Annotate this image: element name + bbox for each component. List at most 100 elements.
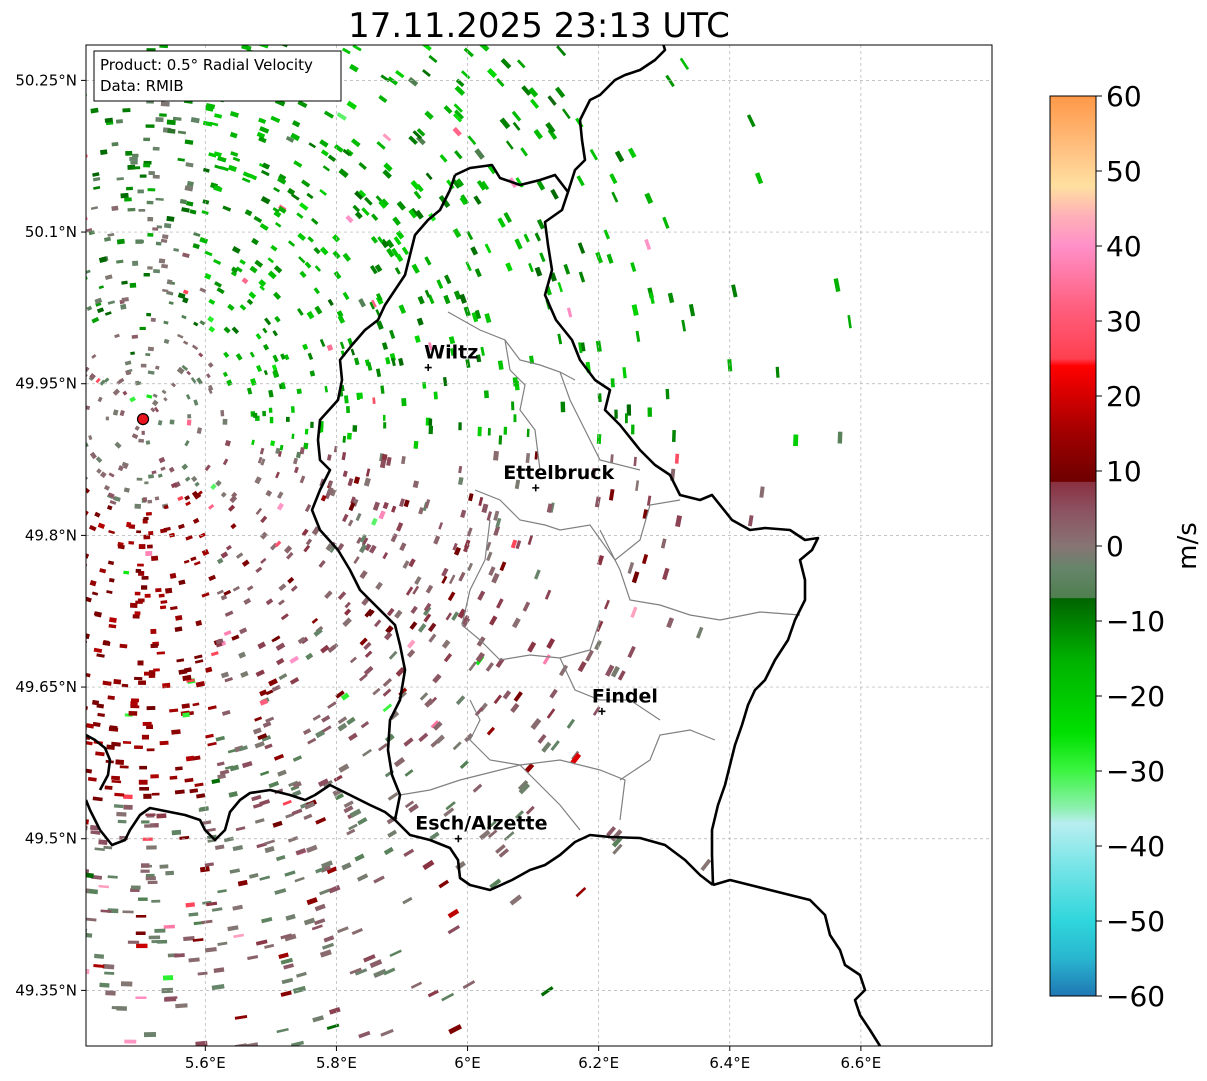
radar-echo-bin bbox=[215, 480, 222, 487]
radar-echo-bin bbox=[159, 605, 167, 610]
radar-echo-bin bbox=[314, 265, 322, 272]
radar-echo-bin bbox=[207, 705, 217, 711]
radar-echo-bin bbox=[356, 873, 369, 882]
radar-echo-bin bbox=[375, 368, 382, 378]
radar-echo-bin bbox=[253, 1045, 267, 1046]
radar-echo-bin bbox=[303, 813, 313, 821]
radar-echo-bin bbox=[122, 390, 128, 396]
radar-echo-bin bbox=[537, 733, 547, 744]
radar-echo-bin bbox=[383, 162, 393, 172]
radar-echo-bin bbox=[137, 189, 144, 194]
radar-echo-bin bbox=[111, 779, 122, 784]
radar-echo-bin bbox=[580, 342, 586, 352]
radar-echo-bin bbox=[318, 559, 326, 568]
radar-echo-bin bbox=[754, 172, 764, 185]
radar-echo-bin bbox=[91, 591, 99, 596]
radar-echo-bin bbox=[428, 418, 433, 426]
radar-echo-bin bbox=[89, 824, 99, 831]
radar-echo-bin bbox=[100, 149, 108, 155]
radar-echo-bin bbox=[430, 720, 439, 729]
radar-echo-bin bbox=[617, 670, 626, 681]
radar-echo-bin bbox=[493, 694, 502, 705]
radar-echo-bin bbox=[177, 292, 186, 299]
radar-echo-bin bbox=[381, 342, 389, 350]
radar-echo-bin bbox=[189, 209, 197, 215]
radar-echo-bin bbox=[474, 268, 482, 278]
radar-echo-bin bbox=[403, 848, 415, 857]
radar-echo-bin bbox=[534, 451, 539, 460]
radar-echo-bin bbox=[346, 716, 356, 726]
radar-echo-bin bbox=[355, 512, 362, 522]
radar-echo-bin bbox=[182, 252, 190, 259]
radar-echo-bin bbox=[495, 657, 505, 669]
radar-echo-bin bbox=[137, 563, 144, 567]
radar-echo-bin bbox=[239, 259, 246, 265]
radar-echo-bin bbox=[589, 148, 599, 161]
radar-echo-bin bbox=[576, 175, 585, 187]
radar-echo-bin bbox=[358, 189, 367, 198]
radar-echo-bin bbox=[273, 265, 283, 274]
radar-echo-bin bbox=[143, 137, 151, 142]
radar-echo-bin bbox=[181, 207, 190, 213]
radar-echo-bin bbox=[317, 778, 329, 788]
radar-echo-bin bbox=[272, 330, 278, 337]
radar-echo-bin bbox=[105, 416, 109, 421]
radar-echo-bin bbox=[216, 642, 223, 648]
radar-echo-bin bbox=[171, 729, 181, 735]
radar-echo-bin bbox=[287, 240, 296, 247]
radar-echo-bin bbox=[131, 334, 139, 339]
radar-echo-bin bbox=[130, 160, 138, 165]
radar-echo-bin bbox=[206, 901, 218, 907]
radar-echo-bin bbox=[143, 534, 151, 540]
radar-echo-bin bbox=[230, 151, 239, 157]
radar-echo-bin bbox=[536, 218, 545, 230]
radar-echo-bin bbox=[369, 265, 378, 275]
radar-echo-bin bbox=[297, 232, 306, 241]
radar-echo-bin bbox=[121, 297, 129, 302]
radar-echo-bin bbox=[472, 783, 483, 793]
radar-echo-bin bbox=[463, 47, 474, 58]
radar-echo-bin bbox=[133, 37, 143, 42]
radar-echo-bin bbox=[163, 320, 169, 325]
radar-echo-bin bbox=[382, 501, 389, 510]
radar-echo-bin bbox=[208, 325, 216, 333]
radar-echo-bin bbox=[102, 963, 115, 970]
radar-echo-bin bbox=[177, 157, 185, 162]
radar-echo-bin bbox=[297, 100, 308, 109]
radar-echo-bin bbox=[273, 210, 282, 218]
radar-echo-bin bbox=[498, 848, 510, 858]
radar-echo-bin bbox=[649, 292, 655, 305]
radar-echo-bin bbox=[232, 156, 241, 162]
radar-echo-bin bbox=[378, 199, 388, 209]
radar-echo-bin bbox=[235, 266, 243, 273]
radar-echo-bin bbox=[68, 762, 76, 768]
radar-echo-bin bbox=[129, 396, 136, 403]
radar-echo-bin bbox=[505, 140, 514, 150]
radar-echo-bin bbox=[66, 303, 74, 310]
radar-echo-bin bbox=[287, 576, 295, 584]
radar-echo-bin bbox=[448, 1024, 462, 1035]
radar-echo-bin bbox=[272, 370, 280, 379]
radar-echo-bin bbox=[66, 102, 74, 107]
radar-echo-bin bbox=[258, 136, 267, 144]
radar-echo-bin bbox=[122, 740, 132, 745]
radar-echo-bin bbox=[424, 289, 431, 298]
radar-echo-bin bbox=[445, 612, 453, 621]
radar-echo-bin bbox=[427, 622, 437, 633]
radar-echo-bin bbox=[260, 195, 271, 205]
border-belgium-germany-north bbox=[578, 45, 667, 121]
radar-echo-bin bbox=[99, 982, 110, 988]
radar-echo-bin bbox=[229, 111, 239, 118]
radar-echo-bin bbox=[175, 614, 183, 621]
radar-echo-bin bbox=[86, 968, 90, 975]
radar-echo-bin bbox=[108, 624, 117, 629]
radar-echo-bin bbox=[241, 177, 251, 184]
radar-echo-bin bbox=[295, 848, 307, 856]
radar-echo-bin bbox=[299, 475, 306, 484]
radar-echo-bin bbox=[92, 172, 100, 177]
radar-echo-bin bbox=[181, 703, 190, 709]
radar-echo-bin bbox=[280, 613, 289, 621]
radar-echo-bin bbox=[77, 540, 85, 547]
radar-echo-bin bbox=[459, 760, 469, 770]
radar-echo-bin bbox=[554, 86, 566, 98]
